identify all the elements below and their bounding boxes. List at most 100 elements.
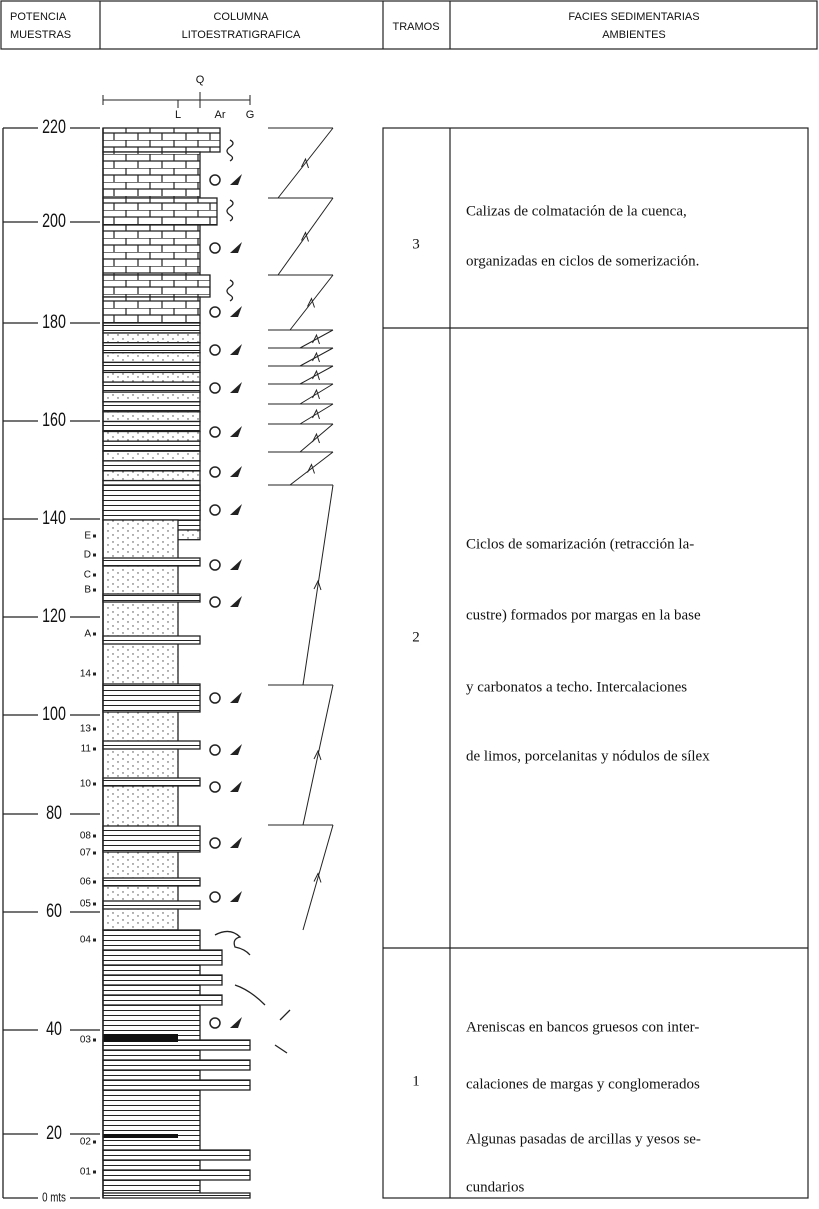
bed: [102, 877, 201, 887]
fossil-icon: [230, 306, 242, 317]
bed: [102, 635, 201, 645]
cycle-trend: [299, 365, 334, 385]
cycle-trend: [299, 383, 334, 405]
grain-label: L: [175, 109, 181, 121]
bed: [102, 127, 221, 153]
cycle-trend: [302, 684, 334, 826]
sample-dot: [93, 632, 96, 636]
sample-label: 03: [80, 1035, 92, 1046]
sample-label: D: [84, 550, 91, 561]
sample-label: 02: [80, 1137, 92, 1148]
bed: [102, 1192, 251, 1199]
sample-label: 07: [80, 848, 92, 859]
fossil-icon: [230, 382, 242, 393]
sample-label: 08: [80, 831, 92, 842]
depth-label: 60: [46, 900, 62, 921]
fossil-icon: [209, 596, 221, 608]
fossil-icon: [209, 692, 221, 704]
sample-label: E: [84, 531, 91, 542]
bed: [102, 411, 201, 423]
sample-label: A: [84, 629, 91, 640]
cycle-trend: [302, 484, 334, 686]
grain-scale: [102, 92, 251, 108]
sample-label: 06: [80, 877, 92, 888]
bed: [102, 460, 201, 472]
bed: [102, 430, 201, 442]
fossil-icon: [209, 1017, 221, 1029]
sample-label: 01: [80, 1167, 92, 1178]
bed: [102, 361, 201, 374]
bed: [102, 1079, 251, 1091]
tramo-number: 1: [412, 1073, 420, 1089]
fossil-icon: [230, 1017, 242, 1028]
sample-dot: [93, 938, 96, 942]
cycle-trend: [289, 274, 334, 331]
fossil-icon: [209, 466, 221, 478]
header-label: TRAMOS: [392, 21, 439, 33]
fossil-icon: [209, 504, 221, 516]
fossil-icon: [209, 891, 221, 903]
cycle-arrow: [313, 749, 322, 761]
cycle-arrow: [313, 579, 322, 591]
fossil-icon: [230, 692, 242, 703]
fossil-icon: [209, 174, 221, 186]
fossil-icon: [230, 837, 242, 848]
sample-label: C: [84, 570, 91, 581]
tramo-description: Calizas de colmatación de la cuenca,: [466, 203, 687, 219]
fossil-icon: [209, 781, 221, 793]
bed: [102, 974, 223, 986]
bed: [102, 470, 201, 482]
sample-dot: [93, 902, 96, 906]
tramo-description: de limos, porcelanitas y nódulos de síle…: [466, 748, 710, 764]
sample-label: 13: [80, 724, 92, 735]
bed: [102, 994, 223, 1006]
fossil-icon: [230, 174, 242, 185]
depth-label: 20: [46, 1122, 62, 1143]
depth-label: 40: [46, 1018, 62, 1039]
header-label: MUESTRAS: [10, 29, 71, 41]
bed: [102, 296, 201, 324]
header-label: FACIES SEDIMENTARIAS: [568, 11, 699, 23]
depth-label: 160: [42, 409, 66, 430]
facies-table: [382, 127, 809, 1199]
fossil-icon: [209, 344, 221, 356]
bed: [102, 197, 218, 226]
bed: [102, 352, 201, 364]
tramo-number: 3: [412, 236, 420, 252]
cycle-arrow: [312, 408, 320, 420]
grain-label: Q: [196, 74, 205, 86]
depth-label: 120: [42, 605, 66, 626]
fossil-icon: [230, 781, 242, 792]
cycle-arrow: [307, 297, 315, 308]
fossil-icon: [230, 242, 242, 253]
sample-dot: [93, 880, 96, 884]
tramo-description: Algunas pasadas de arcillas y yesos se-: [466, 1131, 701, 1147]
sample-dot: [93, 1038, 96, 1042]
tramo-description: calaciones de margas y conglomerados: [466, 1076, 700, 1092]
sample-label: 11: [81, 744, 92, 755]
bed: [102, 1149, 251, 1161]
grain-label: Ar: [215, 109, 226, 121]
tramo-description: organizadas en ciclos de somerización.: [466, 253, 699, 269]
structure-icon: [214, 930, 291, 1054]
bioturbation-icon: [226, 199, 234, 222]
bed: [102, 381, 201, 393]
sample-dot: [93, 672, 96, 676]
grain-label: G: [246, 109, 255, 121]
fossil-icon: [230, 891, 242, 902]
depth-label: 180: [42, 311, 66, 332]
fossil-icon: [209, 242, 221, 254]
fossil-icon: [209, 744, 221, 756]
fossil-icon: [230, 426, 242, 437]
black-bed: [103, 1134, 178, 1138]
depth-label: 80: [46, 802, 62, 823]
bed: [102, 949, 223, 966]
cycle-trend: [299, 347, 334, 367]
bed: [102, 557, 201, 567]
depth-label: 200: [42, 210, 66, 231]
sample-dot: [93, 534, 96, 538]
cycle-trend: [277, 197, 334, 276]
fossil-icon: [230, 504, 242, 515]
fossil-icon: [230, 744, 242, 755]
